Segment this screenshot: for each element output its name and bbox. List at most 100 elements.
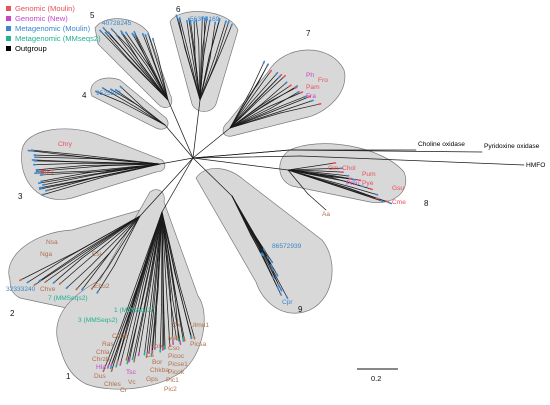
clade-hull-5 bbox=[94, 18, 173, 108]
clade-1-branch bbox=[151, 282, 159, 357]
leaf-lob: Lob bbox=[151, 343, 162, 350]
pyridoxine-oxidase-branch bbox=[192, 149, 291, 159]
clade-5-branch bbox=[144, 34, 155, 62]
legend-label-genomic-moulin: Genomic (Moulin) bbox=[15, 4, 75, 13]
leaf-picoc: Picoc bbox=[168, 353, 185, 360]
clade-2-branch bbox=[53, 257, 83, 284]
tip-marker bbox=[81, 287, 85, 291]
leaf-ph: Ph bbox=[306, 72, 314, 79]
clade-1-branch bbox=[161, 211, 167, 282]
clade-2-branch bbox=[33, 248, 90, 286]
clade-1-branch bbox=[159, 303, 162, 353]
clade-6-branch bbox=[186, 46, 201, 101]
clade-4-branch bbox=[142, 107, 166, 126]
leaf-gm: Gm bbox=[328, 165, 339, 172]
leaf-pmu: Pmu bbox=[346, 180, 360, 187]
leaf-cso: Cso bbox=[168, 345, 180, 352]
clade-3-branch bbox=[33, 162, 85, 166]
leaf-56375169: 56375169 bbox=[190, 16, 220, 23]
clade-1-branch bbox=[144, 283, 154, 356]
clade-6-branch bbox=[198, 42, 201, 101]
tip-marker bbox=[388, 201, 393, 205]
clade-1-branch bbox=[161, 211, 171, 301]
legend-label-metagenomic-moulin: Metagenomic (Moulin) bbox=[15, 24, 91, 33]
tip-marker bbox=[270, 264, 273, 268]
clade-5-branch bbox=[152, 38, 159, 58]
clade-5-branch bbox=[120, 30, 147, 66]
leaf-chla: Chla bbox=[96, 349, 110, 356]
clade-8-branch bbox=[319, 167, 344, 170]
clade-2-branch bbox=[107, 215, 141, 269]
tip-marker bbox=[261, 252, 265, 257]
tip-marker bbox=[288, 84, 292, 88]
tip-marker bbox=[147, 32, 150, 37]
legend-label-outgroup: Outgroup bbox=[15, 44, 47, 53]
clade-6-branch bbox=[179, 17, 188, 48]
clade-3-branch bbox=[34, 170, 89, 174]
tip-marker bbox=[360, 185, 365, 188]
clade-numbers: 5 6 7 4 3 8 9 2 1 bbox=[10, 5, 429, 381]
clade-9-branch bbox=[231, 195, 261, 253]
tip-marker bbox=[178, 16, 181, 21]
clade-1-branch bbox=[154, 279, 159, 350]
clade-5-branch bbox=[104, 32, 127, 57]
clade-number-3: 3 bbox=[18, 192, 23, 201]
tip-marker bbox=[299, 91, 304, 94]
clade-1-branch bbox=[161, 211, 175, 290]
clade-5-branch bbox=[125, 55, 169, 101]
clade-8-branch bbox=[316, 172, 350, 177]
leaf-tsc: Tsc bbox=[126, 369, 137, 376]
clade-5-branch bbox=[157, 56, 169, 101]
leaf-choline-oxidase: Choline oxidase bbox=[418, 141, 465, 148]
clade-6-branch bbox=[208, 18, 220, 58]
clade-5-branch bbox=[148, 61, 169, 101]
clade-1-branch bbox=[161, 211, 181, 287]
clade-4-branch bbox=[102, 87, 137, 108]
clade-7-branch bbox=[229, 88, 259, 129]
tip-marker bbox=[116, 360, 119, 365]
clade-7-stem bbox=[192, 127, 231, 159]
clade-1-branch bbox=[147, 211, 163, 302]
clade-4-branch bbox=[95, 90, 124, 104]
tip-marker bbox=[65, 285, 69, 290]
leaf-pam: Pam bbox=[306, 84, 320, 91]
tip-marker bbox=[276, 286, 280, 291]
clade-6-branch bbox=[202, 16, 208, 48]
tip-marker bbox=[38, 279, 42, 282]
tip-marker bbox=[375, 197, 380, 200]
clade-5-branch bbox=[134, 34, 152, 69]
tip-marker bbox=[52, 280, 56, 284]
tip-marker bbox=[227, 20, 230, 25]
clade-7-branch bbox=[266, 91, 303, 108]
tip-marker bbox=[269, 69, 273, 74]
leaf-fro: Fro bbox=[318, 77, 328, 84]
tip-marker bbox=[296, 90, 300, 94]
clade-2-branch bbox=[81, 250, 112, 291]
clade-1-branch bbox=[119, 285, 142, 366]
clade-2-branch bbox=[89, 215, 141, 267]
clade-8-branch bbox=[349, 187, 392, 204]
clade-4-branch bbox=[135, 106, 166, 126]
tip-marker bbox=[119, 85, 123, 89]
clade-3-branch bbox=[96, 163, 161, 175]
clade-7-branch bbox=[259, 84, 292, 107]
tip-marker bbox=[374, 193, 379, 196]
leaf-40728245: 40728245 bbox=[102, 20, 132, 27]
tip-marker bbox=[58, 281, 63, 285]
leaf-nga: Nga bbox=[40, 251, 52, 258]
clade-7-branch bbox=[229, 101, 270, 129]
leaf-picsa: Picsa bbox=[190, 341, 206, 348]
tip-marker bbox=[99, 29, 103, 33]
clade-7-branch bbox=[259, 75, 286, 100]
clade-number-2: 2 bbox=[10, 309, 15, 318]
clade-7-branch bbox=[254, 75, 281, 103]
clade-7-branch bbox=[251, 61, 265, 90]
leaf-3-mmseqs2: 3 (MMSeqs2) bbox=[78, 317, 118, 324]
clade-number-9: 9 bbox=[298, 305, 303, 314]
clade-8-branch bbox=[287, 169, 350, 189]
leaf-ras: Ras bbox=[102, 341, 114, 348]
clade-1-branch bbox=[174, 288, 186, 342]
clade-6-branch bbox=[184, 47, 201, 101]
clade-7-branch bbox=[281, 95, 307, 107]
tip-marker bbox=[115, 33, 119, 38]
